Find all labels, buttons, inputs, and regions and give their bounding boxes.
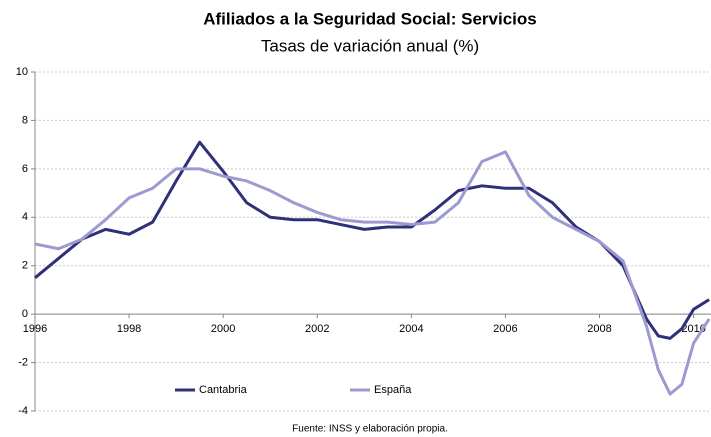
- legend-label: España: [374, 384, 412, 396]
- x-tick-label: 2008: [587, 323, 611, 335]
- x-tick-label: 2006: [493, 323, 517, 335]
- y-tick-label: 6: [22, 163, 28, 175]
- series-line: [34, 140, 710, 340]
- y-tick-label: 4: [22, 211, 28, 223]
- x-tick-label: 2000: [211, 323, 235, 335]
- chart-title: Afiliados a la Seguridad Social: Servici…: [203, 9, 537, 28]
- x-tick-label: 2002: [305, 323, 329, 335]
- x-tick-label: 1996: [23, 323, 47, 335]
- y-tick-label: 2: [22, 260, 28, 272]
- chart-subtitle: Tasas de variación anual (%): [261, 36, 479, 55]
- y-tick-label: -4: [18, 405, 28, 417]
- series-line: [34, 150, 711, 396]
- x-tick-label: 1998: [117, 323, 141, 335]
- y-tick-label: -2: [18, 356, 28, 368]
- x-tick-label: 2004: [399, 323, 423, 335]
- y-tick-label: 8: [22, 114, 28, 126]
- y-tick-label: 0: [22, 308, 28, 320]
- y-tick-label: 10: [16, 66, 28, 78]
- legend-label: Cantabria: [199, 384, 248, 396]
- source-note: Fuente: INSS y elaboración propia.: [292, 424, 448, 435]
